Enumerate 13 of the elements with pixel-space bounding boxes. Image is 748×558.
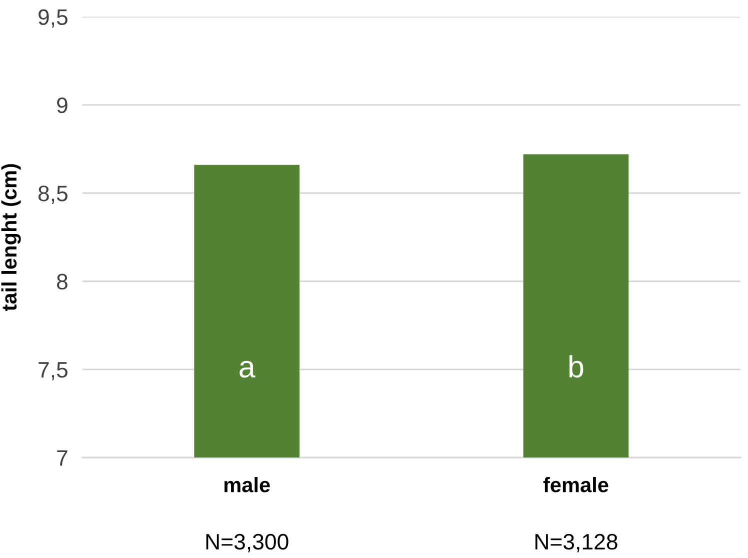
annotation: b	[569, 355, 584, 378]
y-tick-label: 9	[57, 97, 68, 114]
y-tick-label: 7,5	[38, 362, 68, 380]
x-tick-label: female	[543, 477, 608, 492]
y-tick-label: 7	[57, 450, 68, 466]
text: N=3,128	[535, 534, 618, 552]
y-tick-label: 8	[57, 274, 68, 290]
y-tick-label: 8,5	[38, 186, 68, 204]
text: N=3,300	[206, 534, 288, 552]
y-axis-title: tail lenght (cm)	[1, 164, 21, 311]
x-tick-label: male	[224, 477, 270, 492]
y-tick-label: 9,5	[38, 9, 68, 28]
annotation: a	[240, 360, 256, 378]
